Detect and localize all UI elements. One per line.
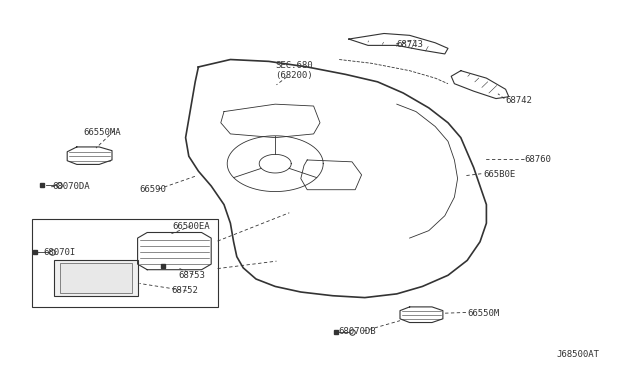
Text: J68500AT: J68500AT <box>557 350 600 359</box>
Text: 665B0E: 665B0E <box>483 170 515 179</box>
Text: 66550M: 66550M <box>467 309 499 318</box>
Text: 68753: 68753 <box>178 271 205 280</box>
Text: 66590: 66590 <box>140 185 166 194</box>
Text: 68752: 68752 <box>172 286 198 295</box>
Text: 68070DA: 68070DA <box>52 182 90 190</box>
Text: 66550MA: 66550MA <box>83 128 121 137</box>
Text: 68760: 68760 <box>525 155 552 164</box>
Text: 68070I: 68070I <box>44 248 76 257</box>
Text: 68742: 68742 <box>506 96 532 105</box>
Text: 68743: 68743 <box>397 40 424 49</box>
Bar <box>54 260 138 296</box>
Text: 66500EA: 66500EA <box>173 222 211 231</box>
Bar <box>60 263 132 293</box>
Bar <box>32 219 218 307</box>
Text: 68070DB: 68070DB <box>338 327 376 336</box>
Text: SEC.680
(68200): SEC.680 (68200) <box>275 61 313 80</box>
